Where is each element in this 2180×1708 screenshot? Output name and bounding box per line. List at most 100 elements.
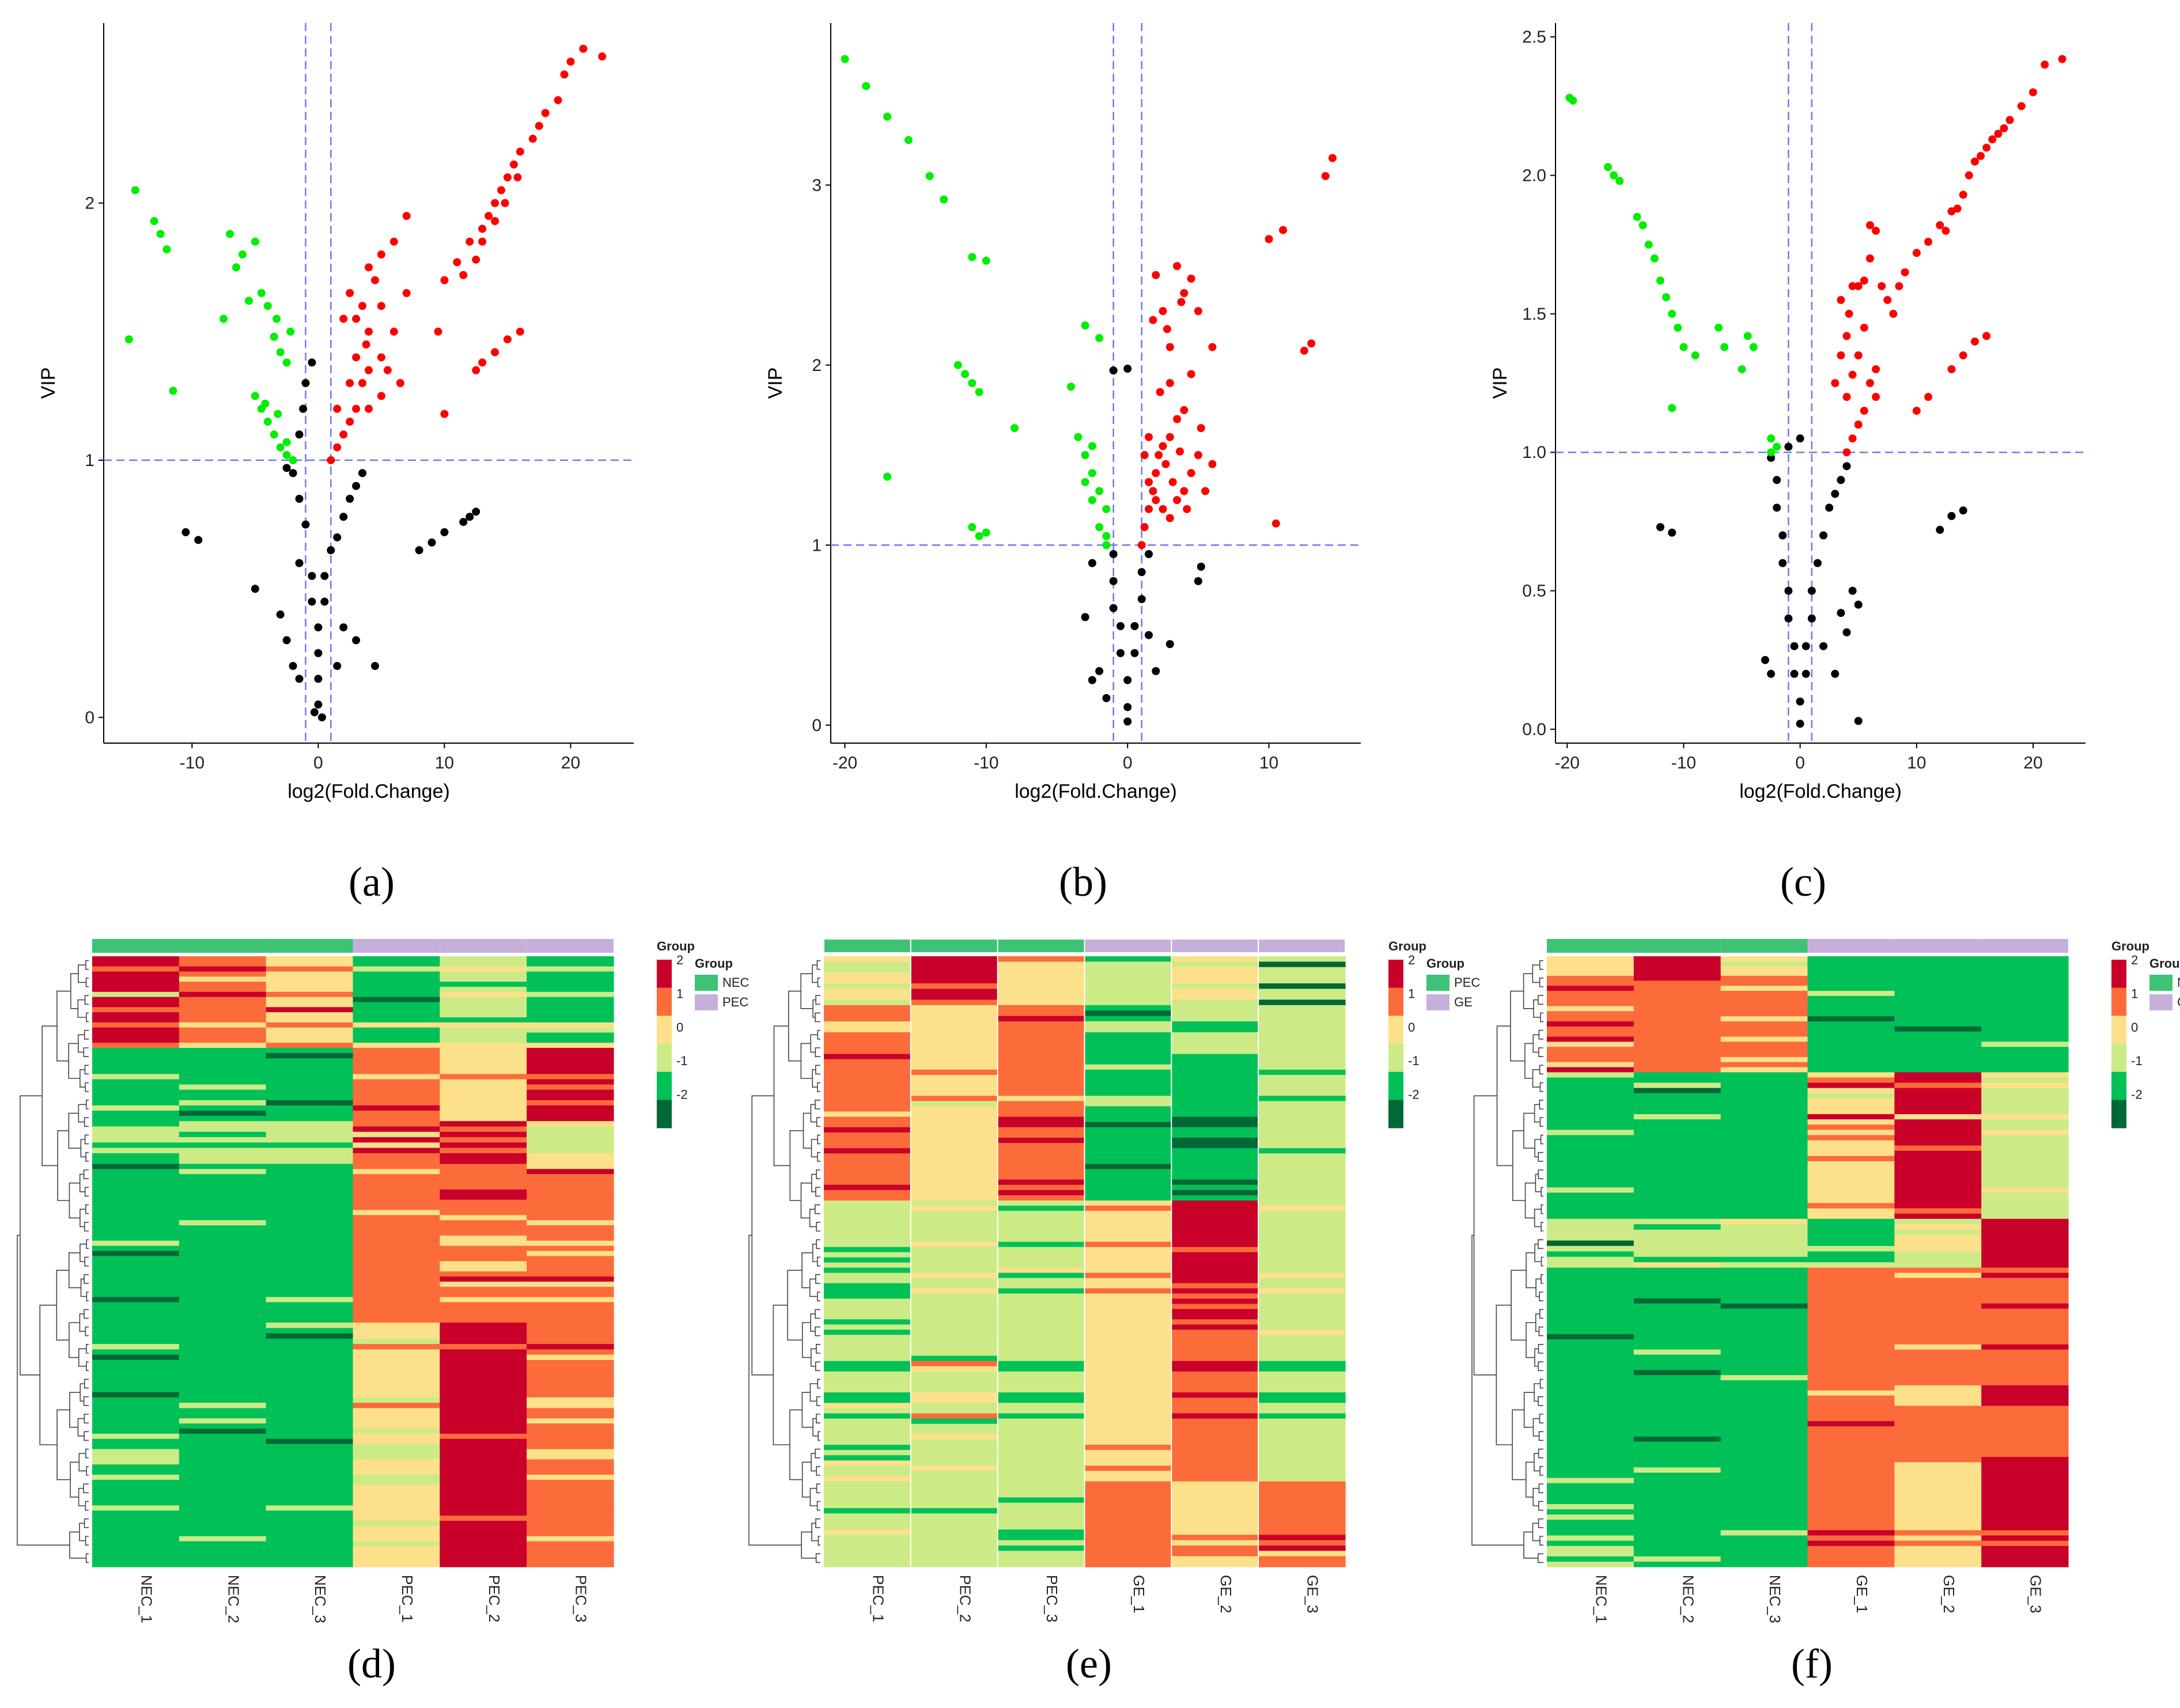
data-point-down (1738, 365, 1746, 373)
heatmap-cell (997, 1231, 1085, 1237)
heatmap-cell (527, 1194, 614, 1200)
heatmap-cell (1258, 1257, 1346, 1263)
heatmap-cell (1084, 983, 1172, 990)
heatmap-cell (92, 1048, 180, 1054)
dendrogram-branch (1538, 1501, 1543, 1511)
heatmap-cell (1633, 1426, 1721, 1432)
dendrogram-branch (816, 1169, 820, 1179)
heatmap-cell (1720, 1093, 1808, 1099)
heatmap-cell (1720, 1457, 1808, 1463)
data-point-down (1644, 240, 1653, 249)
heatmap-cell (1547, 1354, 1634, 1361)
heatmap-cell (179, 1179, 267, 1185)
data-point-down (862, 82, 871, 90)
heatmap-cell (1981, 1031, 2069, 1037)
data-point-up (370, 276, 379, 285)
heatmap-cell (1084, 1153, 1172, 1159)
heatmap-cell (1633, 965, 1721, 972)
heatmap-cell (1807, 1411, 1895, 1417)
heatmap-cell (1807, 1103, 1895, 1109)
y-tick-label: 1.0 (1522, 443, 1546, 462)
heatmap-cell (440, 997, 527, 1003)
dendrogram-branch (815, 1309, 820, 1319)
x-tick-label: 0 (1123, 753, 1133, 772)
heatmap-cell (910, 1048, 998, 1055)
heatmap-cell (1981, 1385, 2069, 1391)
heatmap-cell (824, 1518, 911, 1525)
heatmap-cell (1981, 1150, 2069, 1157)
data-point-down (904, 136, 913, 145)
heatmap-cell (92, 997, 180, 1003)
dendrogram-branch (1538, 1239, 1543, 1249)
heatmap-cell (824, 1439, 911, 1445)
heatmap-cell (1981, 1488, 2069, 1494)
data-point-ns (314, 649, 323, 657)
heatmap-cell (1084, 1508, 1172, 1514)
data-point-up (1159, 442, 1167, 450)
dendrogram-branch (84, 1134, 89, 1145)
heatmap-cell (1807, 1319, 1895, 1324)
dendrogram-branch (70, 973, 78, 1009)
heatmap-cell (1258, 1524, 1346, 1530)
heatmap-cell (824, 1278, 911, 1284)
heatmap-cell (1547, 1540, 1634, 1547)
heatmap-cell (1171, 989, 1259, 995)
dendrogram-branch (1539, 978, 1543, 987)
heatmap-cell (1807, 1203, 1895, 1209)
heatmap-cell (1258, 1069, 1346, 1075)
heatmap-cell (997, 1048, 1085, 1055)
dendrogram-branch (1538, 1483, 1543, 1494)
heatmap-cell (266, 1266, 354, 1272)
heatmap-cell (824, 1455, 911, 1461)
heatmap-cell (1633, 1001, 1721, 1007)
heatmap-cell (1807, 1457, 1895, 1463)
data-point-up (1936, 221, 1944, 229)
heatmap-cell (1171, 1096, 1259, 1101)
data-point-ns (1813, 559, 1822, 567)
heatmap-cell (440, 1516, 527, 1521)
heatmap-cell (1171, 1324, 1259, 1330)
heatmap-cell (1894, 1525, 1982, 1531)
heatmap-cell (1981, 1319, 2069, 1324)
scale-swatch (1388, 1100, 1403, 1128)
dendrogram-branch (1526, 1252, 1536, 1289)
heatmap-e: PEC_1 PEC_2 PEC_3 GE_1 GE_2 GE_3210-1-2GroupG… (748, 938, 1480, 1687)
heatmap-cell (1981, 1283, 2069, 1289)
data-point-down (1650, 254, 1659, 263)
heatmap-cell (1894, 971, 1982, 976)
data-point-ns (1102, 694, 1111, 702)
heatmap-cell (997, 1535, 1085, 1541)
heatmap-cell (92, 1158, 180, 1164)
heatmap-cell (910, 1132, 998, 1138)
heatmap-cell (179, 1546, 267, 1552)
heatmap-cell (1258, 1314, 1346, 1320)
heatmap-cell (1084, 1309, 1172, 1315)
heatmap-cell (1171, 1465, 1259, 1472)
heatmap-cell (179, 1286, 267, 1293)
heatmap-cell (1547, 1556, 1634, 1562)
heatmap-cell (1807, 1406, 1895, 1411)
heatmap-cell (440, 1027, 527, 1033)
heatmap-cell (179, 991, 267, 998)
heatmap-cell (179, 1365, 267, 1372)
heatmap-cell (1258, 1190, 1346, 1196)
data-point-ns (1145, 631, 1153, 639)
data-point-up (497, 186, 505, 195)
heatmap-cell (1084, 1190, 1172, 1196)
data-point-ns (295, 430, 304, 439)
data-point-ns (310, 708, 319, 717)
heatmap-cell (1547, 1525, 1634, 1531)
heatmap-cell (997, 1350, 1085, 1357)
data-point-down (1088, 469, 1096, 478)
dendrogram-branch (78, 1034, 85, 1053)
heatmap-cell (1894, 1324, 1982, 1330)
heatmap-cell (1171, 1450, 1259, 1456)
heatmap-cell (353, 1281, 440, 1287)
data-point-down (1095, 487, 1104, 495)
heatmap-cell (1547, 1288, 1634, 1294)
heatmap-cell (1171, 1032, 1259, 1038)
heatmap-cell (997, 999, 1085, 1006)
heatmap-cell (1171, 1153, 1259, 1159)
heatmap-cell (1084, 1366, 1172, 1372)
heatmap-cell (440, 1251, 527, 1257)
